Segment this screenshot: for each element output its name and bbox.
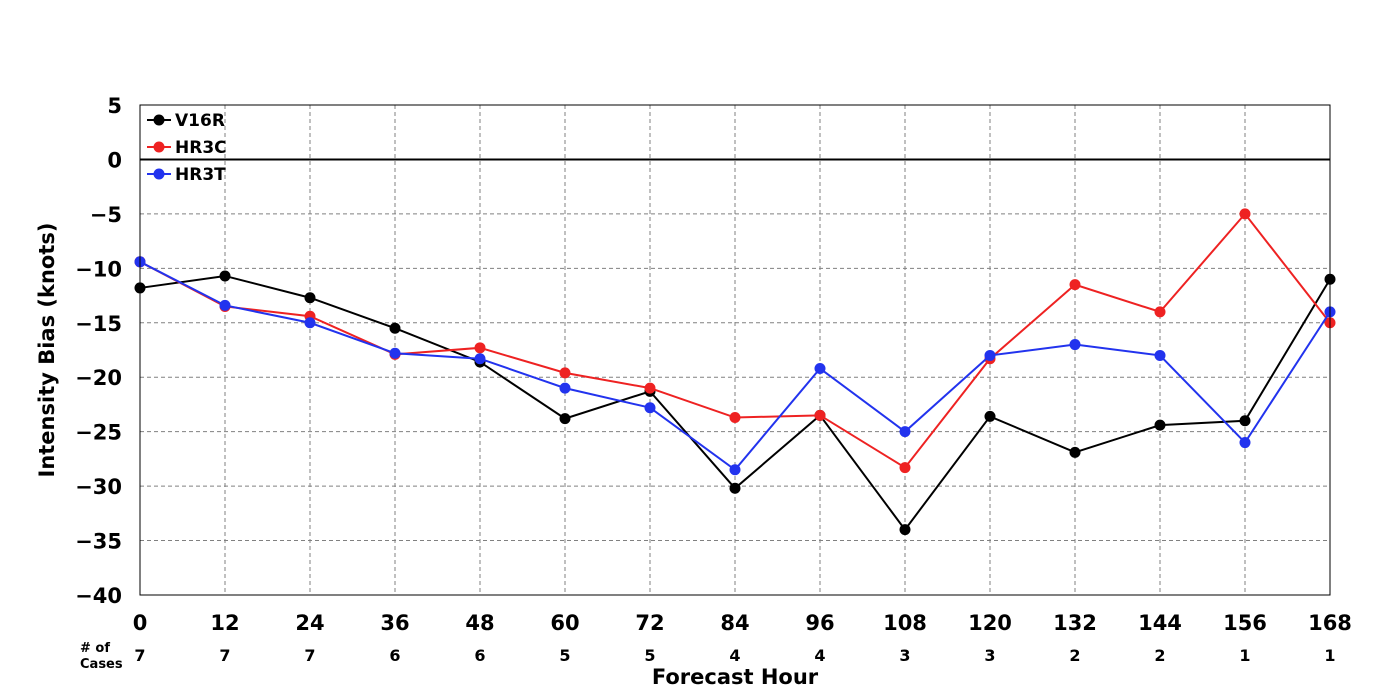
x-tick-labels: 0 12 24 36 48 60 72 84 96 108 120 132 144 156 168 (133, 611, 1352, 635)
x-tick-label: 12 (210, 611, 239, 635)
x-tick-label: 96 (805, 611, 834, 635)
data-point-v16r (1069, 446, 1081, 458)
case-counts: 7 7 7 6 6 5 5 4 4 3 3 2 2 1 1 (134, 646, 1335, 665)
case-count-label: 3 (899, 646, 910, 665)
data-point-hr3t (644, 402, 656, 414)
data-point-hr3t (389, 347, 401, 359)
y-tick-label: 5 (107, 94, 122, 118)
data-point-v16r (729, 482, 741, 494)
data-point-hr3t (729, 464, 741, 476)
data-point-hr3t (219, 299, 231, 311)
case-count-label: 4 (729, 646, 740, 665)
data-point-hr3c (1069, 279, 1081, 291)
data-point-v16r (304, 292, 316, 304)
x-tick-label: 132 (1053, 611, 1097, 635)
x-tick-label: 168 (1308, 611, 1352, 635)
data-point-v16r (559, 413, 571, 425)
y-tick-label: −25 (75, 421, 122, 445)
x-tick-label: 60 (550, 611, 579, 635)
x-tick-label: 72 (635, 611, 664, 635)
data-point-hr3c (814, 409, 826, 421)
data-point-hr3c (1154, 306, 1166, 318)
legend-label-v16r: V16R (175, 111, 225, 131)
data-point-v16r (389, 322, 401, 334)
case-count-label: 2 (1069, 646, 1080, 665)
plot-frame (139, 104, 1331, 596)
data-point-hr3c (474, 342, 486, 354)
case-count-label: 1 (1239, 646, 1250, 665)
case-count-label: 7 (304, 646, 315, 665)
y-tick-label: −30 (75, 475, 122, 499)
y-tick-label: −5 (90, 203, 122, 227)
x-axis-title: Forecast Hour (652, 665, 819, 689)
case-count-label: 6 (389, 646, 400, 665)
legend-label-hr3c: HR3C (175, 138, 227, 158)
data-point-hr3t (559, 382, 571, 394)
data-point-hr3t (1069, 339, 1081, 351)
data-point-hr3t (304, 317, 316, 329)
data-point-v16r (899, 524, 911, 536)
data-point-v16r (1239, 415, 1251, 427)
legend: V16R HR3C HR3T (147, 111, 227, 185)
data-point-v16r (1154, 419, 1166, 431)
data-point-hr3t (984, 349, 996, 361)
case-count-label: 5 (559, 646, 570, 665)
y-tick-label: −20 (75, 366, 122, 390)
cases-label-line1: # of (80, 641, 110, 656)
data-point-hr3c (899, 462, 911, 474)
data-point-hr3c (1239, 208, 1251, 220)
data-point-hr3c (644, 382, 656, 394)
y-tick-label: −10 (75, 257, 122, 281)
data-point-hr3t (474, 353, 486, 365)
series-hr3t (134, 256, 1336, 476)
case-count-label: 7 (134, 646, 145, 665)
y-tick-label: −15 (75, 312, 122, 336)
y-tick-label: −35 (75, 530, 122, 554)
legend-item-v16r: V16R (147, 111, 225, 131)
x-tick-label: 24 (295, 611, 324, 635)
data-point-hr3t (1239, 437, 1251, 449)
x-tick-label: 108 (883, 611, 927, 635)
legend-marker-hr3t (153, 168, 165, 180)
x-tick-label: 144 (1138, 611, 1182, 635)
x-tick-label: 120 (968, 611, 1012, 635)
case-count-label: 6 (474, 646, 485, 665)
data-point-hr3t (1154, 349, 1166, 361)
data-point-v16r (219, 270, 231, 282)
x-tick-label: 156 (1223, 611, 1267, 635)
y-tick-labels: 5 0 −5 −10 −15 −20 −25 −30 −35 −40 (75, 94, 122, 608)
case-count-label: 4 (814, 646, 825, 665)
y-tick-label: 0 (107, 148, 122, 172)
cases-label-line2: Cases (80, 657, 123, 672)
case-count-label: 1 (1324, 646, 1335, 665)
case-count-label: 7 (219, 646, 230, 665)
grid-lines (140, 105, 1330, 595)
case-count-label: 2 (1154, 646, 1165, 665)
data-point-v16r (984, 410, 996, 422)
x-tick-label: 48 (465, 611, 494, 635)
legend-marker-v16r (153, 114, 165, 126)
data-point-hr3t (814, 363, 826, 375)
data-point-hr3t (899, 426, 911, 438)
data-point-hr3c (559, 367, 571, 379)
x-tick-label: 84 (720, 611, 749, 635)
x-tick-label: 36 (380, 611, 409, 635)
legend-marker-hr3c (153, 141, 165, 153)
y-axis-title: Intensity Bias (knots) (35, 223, 59, 478)
case-count-label: 5 (644, 646, 655, 665)
case-count-label: 3 (984, 646, 995, 665)
legend-item-hr3c: HR3C (147, 138, 227, 158)
x-tick-label: 0 (133, 611, 148, 635)
data-point-hr3c (729, 412, 741, 424)
legend-label-hr3t: HR3T (175, 165, 226, 185)
y-tick-label: −40 (75, 584, 122, 608)
legend-item-hr3t: HR3T (147, 165, 226, 185)
